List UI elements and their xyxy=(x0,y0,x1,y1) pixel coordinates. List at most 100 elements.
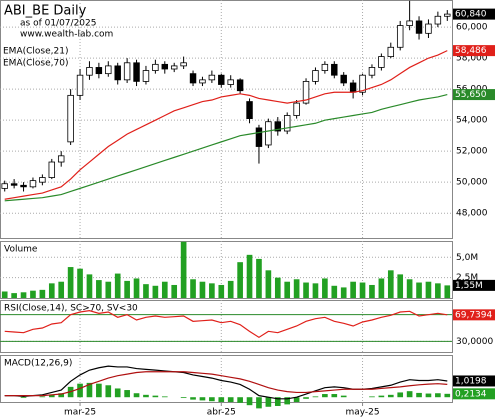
pane-frame xyxy=(0,300,453,353)
legend-entry: EMA(Close,70) xyxy=(3,59,68,69)
volume-bar xyxy=(256,258,262,298)
histogram-bar xyxy=(331,394,338,398)
candle-body xyxy=(293,102,300,116)
volume-bar xyxy=(425,281,432,298)
pane-title: MACD(12,26,9) xyxy=(4,359,72,369)
candle-body xyxy=(434,15,442,25)
pane-frame xyxy=(0,241,453,299)
volume-bar xyxy=(378,278,385,298)
candle-body xyxy=(180,62,187,67)
histogram-bar xyxy=(199,397,206,401)
volume-bar xyxy=(359,282,366,298)
y-tick-label: 50,000 xyxy=(456,178,488,188)
series-line xyxy=(4,50,448,200)
volume-bar xyxy=(67,267,74,298)
volume-bar xyxy=(444,285,451,298)
histogram-bar xyxy=(114,388,121,398)
histogram-bar xyxy=(39,396,46,398)
candle-body xyxy=(76,74,84,96)
series-line xyxy=(4,365,448,400)
histogram-bar xyxy=(387,394,394,398)
candle-body xyxy=(105,65,112,75)
histogram-bar xyxy=(96,383,102,398)
candle-body xyxy=(10,183,18,186)
candle-body xyxy=(95,67,103,75)
candle-body xyxy=(378,56,385,68)
candle-body xyxy=(274,121,282,132)
volume-bar xyxy=(152,285,159,298)
volume-bar xyxy=(274,277,281,298)
candle-body xyxy=(340,74,347,84)
candle-body xyxy=(331,63,338,76)
volume-bar xyxy=(369,284,375,298)
volume-bar xyxy=(350,281,356,298)
candle-body xyxy=(387,46,395,57)
candle-body xyxy=(265,121,272,146)
histogram-bar xyxy=(58,393,65,398)
volume-bar xyxy=(416,282,422,298)
candle-body xyxy=(57,155,65,163)
candle-body xyxy=(170,65,178,70)
volume-bar xyxy=(171,284,178,298)
candle-body xyxy=(227,79,234,85)
value-label: 60,840 xyxy=(455,10,487,20)
value-tag xyxy=(453,89,495,101)
volume-bar xyxy=(340,287,347,298)
histogram-bar xyxy=(246,397,253,406)
candle-body xyxy=(283,115,291,132)
candle-body xyxy=(152,63,159,71)
candle-body xyxy=(415,20,423,34)
volume-bar xyxy=(20,292,27,298)
volume-bar xyxy=(284,281,291,298)
histogram-bar xyxy=(322,394,328,398)
value-tag xyxy=(453,388,495,400)
candle-body xyxy=(302,81,310,104)
candle-body xyxy=(246,101,253,120)
volume-bar xyxy=(30,290,36,298)
y-tick-label: 5,0M xyxy=(456,253,478,263)
histogram-bar xyxy=(152,395,159,398)
volume-bar xyxy=(86,274,93,298)
volume-bar xyxy=(227,280,234,298)
candle-body xyxy=(133,62,140,82)
candle-body xyxy=(359,74,366,93)
candle-body xyxy=(86,67,93,76)
histogram-bar xyxy=(48,394,55,398)
volume-bar xyxy=(48,283,55,298)
volume-bar xyxy=(96,280,102,298)
chart-source: www.wealth-lab.com xyxy=(20,30,113,40)
pane-title: RSI(Close,14), SC>70, SV<30 xyxy=(4,304,138,314)
volume-bar xyxy=(1,291,8,298)
volume-bar xyxy=(293,279,300,298)
volume-bar xyxy=(180,241,187,298)
value-label: 0,2134 xyxy=(455,389,487,399)
series-line xyxy=(4,371,448,397)
candle-body xyxy=(236,79,244,92)
candle-body xyxy=(1,183,8,189)
histogram-bar xyxy=(406,391,413,398)
histogram-bar xyxy=(20,397,27,399)
histogram-bar xyxy=(312,396,319,398)
candle-body xyxy=(114,65,121,81)
candle-body xyxy=(368,67,376,76)
histogram-bar xyxy=(105,385,112,398)
candle-body xyxy=(312,70,319,82)
candle-body xyxy=(396,25,404,48)
chart-title: ABI_BE Daily xyxy=(4,4,87,19)
histogram-bar xyxy=(256,397,262,409)
value-tag xyxy=(453,375,495,387)
x-tick-label: mar-25 xyxy=(64,408,96,418)
volume-bar xyxy=(265,270,272,298)
y-tick-label: 30,0000 xyxy=(456,337,493,347)
histogram-bar xyxy=(303,397,309,399)
x-tick-label: may-25 xyxy=(345,408,379,418)
value-tag xyxy=(453,8,495,20)
volume-bar xyxy=(133,278,140,298)
pane-frame xyxy=(0,355,453,403)
histogram-bar xyxy=(209,397,215,402)
histogram-bar xyxy=(378,395,385,398)
y-tick-label: 48,000 xyxy=(456,209,488,219)
volume-bar xyxy=(199,281,206,298)
candle-body xyxy=(29,180,37,188)
